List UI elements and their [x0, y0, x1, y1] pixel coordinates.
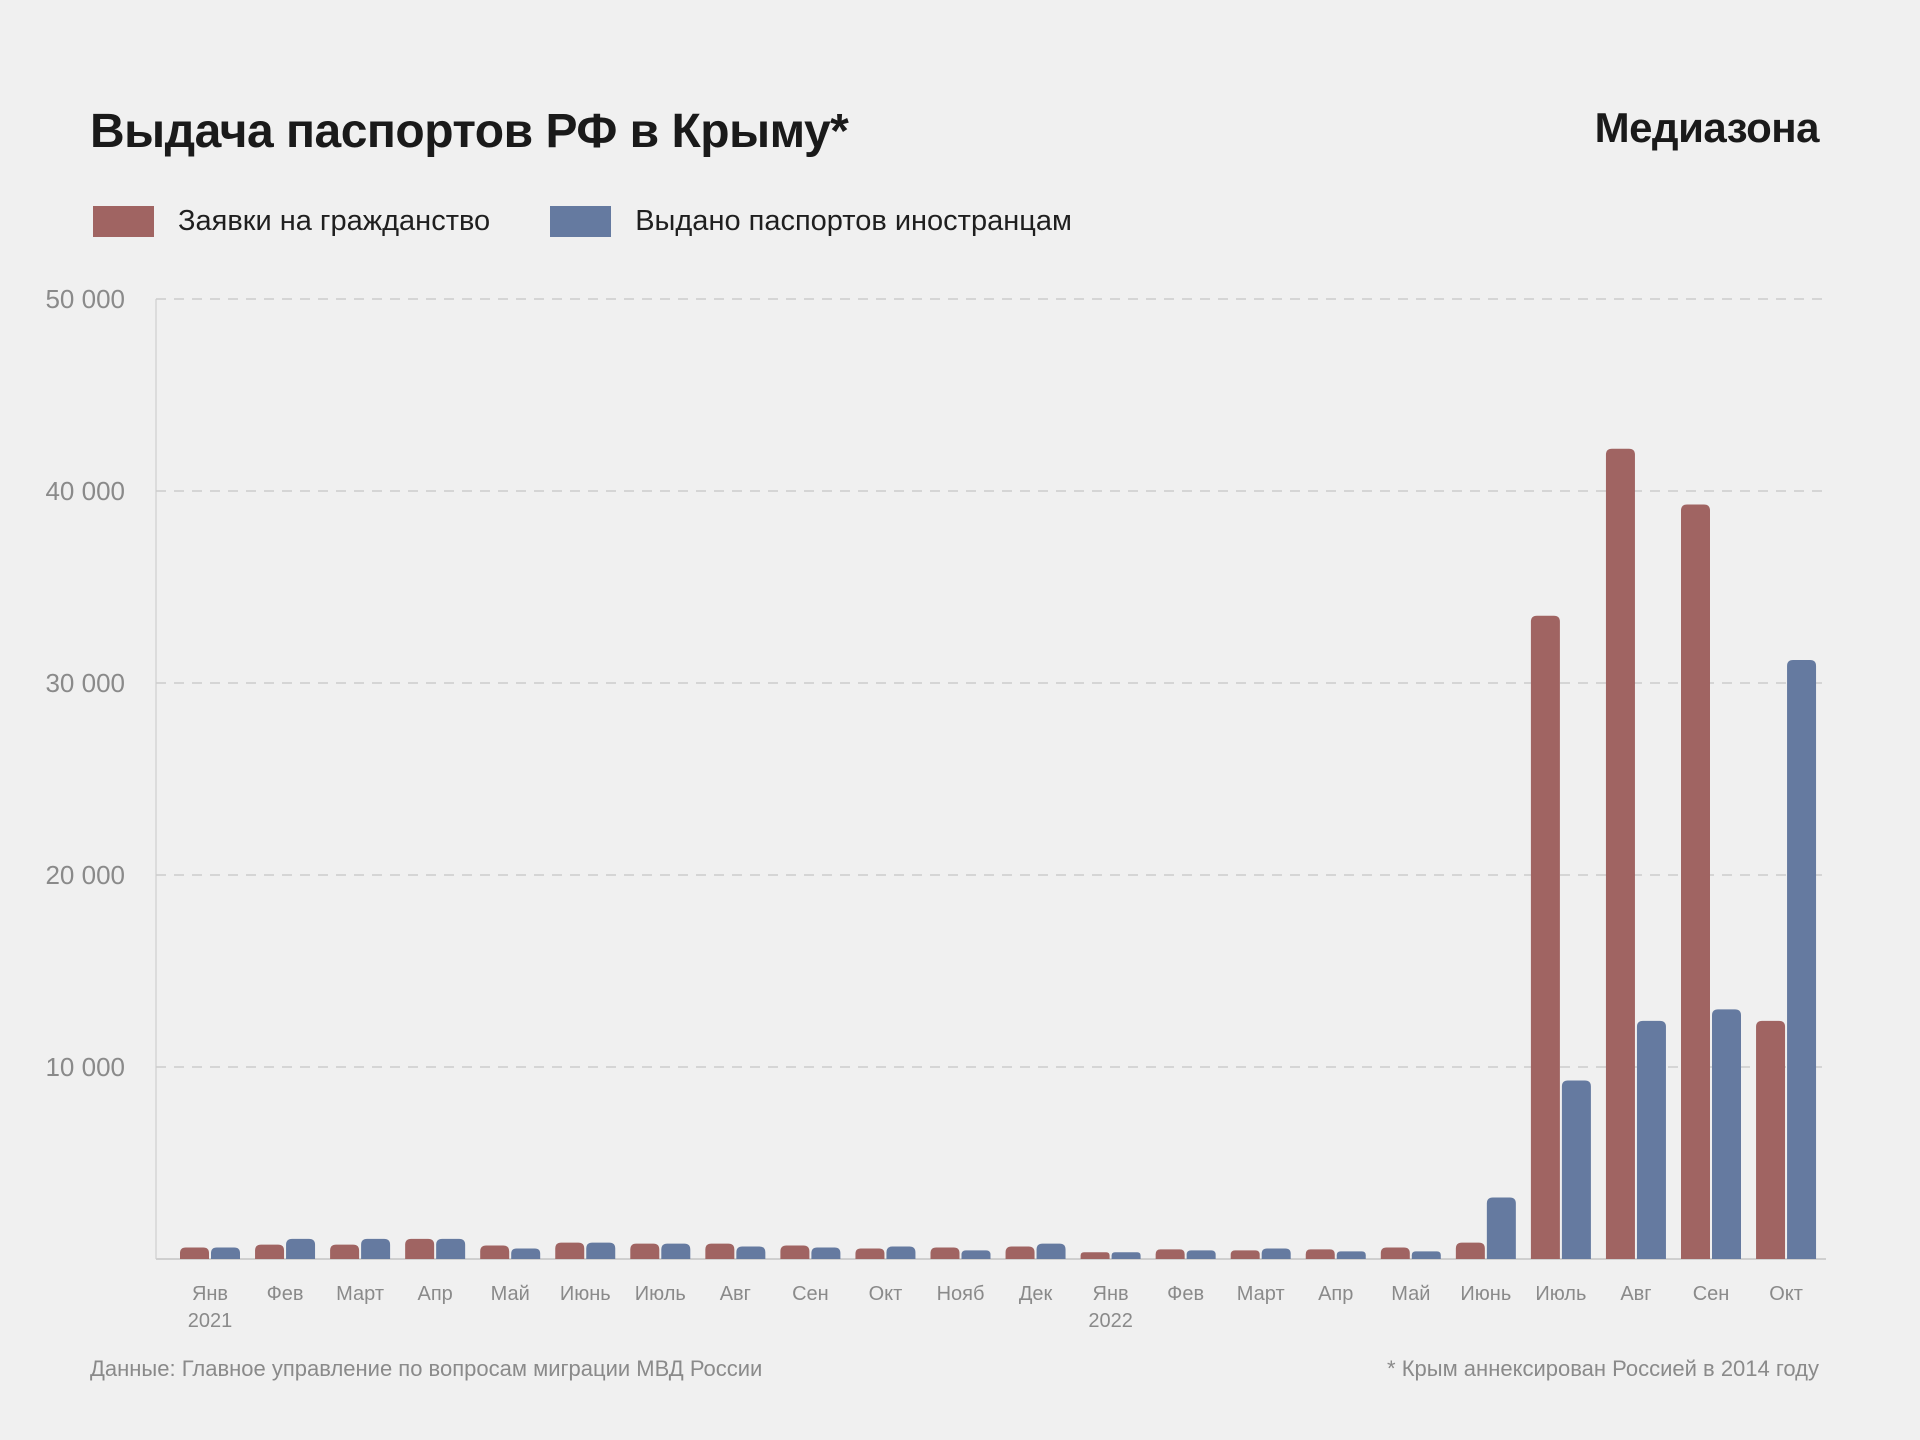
footnote: * Крым аннексирован Россией в 2014 году	[1387, 1356, 1819, 1381]
bar-passports	[1636, 1020, 1666, 1259]
bar-applications	[480, 1245, 510, 1259]
bar-applications	[1605, 448, 1635, 1259]
bar-passports	[886, 1246, 916, 1259]
bar-applications	[330, 1244, 360, 1259]
bar-passports	[1712, 1009, 1741, 1259]
bar-passports	[436, 1238, 466, 1259]
x-tick-label: Март	[336, 1283, 384, 1305]
x-tick-label: Окт	[869, 1283, 903, 1305]
legend-label-passports: Выдано паспортов иностранцам	[635, 205, 1072, 237]
bar-applications	[930, 1247, 960, 1259]
legend-item-passports: Выдано паспортов иностранцам	[550, 205, 1072, 238]
brand-logo: Медиазона	[1594, 104, 1820, 151]
bar-passports	[1411, 1251, 1441, 1259]
y-tick-label: 30 000	[45, 668, 125, 698]
x-tick-label: Янв	[192, 1283, 228, 1305]
x-year-label: 2022	[1088, 1310, 1133, 1332]
legend-label-applications: Заявки на гражданство	[178, 205, 491, 237]
bar-applications	[1230, 1250, 1260, 1259]
bar-applications	[855, 1248, 885, 1259]
chart-title: Выдача паспортов РФ в Крыму*	[90, 105, 849, 158]
legend-item-applications: Заявки на гражданство	[93, 205, 490, 238]
bar-applications	[1305, 1249, 1335, 1259]
bar-applications	[630, 1243, 660, 1259]
bar-applications	[405, 1238, 435, 1259]
bar-passports	[661, 1243, 691, 1259]
bar-passports	[286, 1238, 316, 1259]
bar-passports	[1261, 1248, 1291, 1259]
x-tick-label: Фев	[267, 1283, 304, 1305]
bar-passports	[1787, 659, 1817, 1259]
x-tick-label: Фев	[1167, 1283, 1204, 1305]
x-tick-label: Нояб	[937, 1283, 985, 1305]
x-tick-label: Июль	[635, 1283, 686, 1305]
bar-applications	[555, 1242, 585, 1259]
bar-passports	[1336, 1251, 1366, 1259]
bar-applications	[1380, 1247, 1410, 1259]
x-year-label: 2021	[188, 1310, 233, 1332]
bar-applications	[1530, 615, 1560, 1259]
x-tick-label: Дек	[1019, 1283, 1053, 1305]
x-tick-label: Апр	[418, 1283, 453, 1305]
legend: Заявки на гражданство Выдано паспортов и…	[93, 205, 1132, 238]
x-tick-label: Май	[491, 1283, 530, 1305]
bar-passports	[361, 1238, 391, 1259]
bar-applications	[705, 1243, 735, 1259]
x-tick-label: Сен	[792, 1283, 829, 1305]
bar-passports	[211, 1247, 240, 1259]
x-tick-label: Март	[1237, 1283, 1285, 1305]
bar-passports	[1111, 1252, 1141, 1259]
bar-passports	[811, 1247, 841, 1259]
bar-passports	[586, 1242, 616, 1259]
bar-applications	[1681, 504, 1710, 1259]
y-tick-label: 40 000	[45, 476, 125, 506]
y-tick-label: 50 000	[45, 284, 125, 314]
x-tick-label: Сен	[1693, 1283, 1730, 1305]
x-tick-label: Янв	[1093, 1283, 1129, 1305]
legend-swatch-passports	[550, 206, 612, 237]
x-tick-label: Июнь	[560, 1283, 611, 1305]
bar-applications	[255, 1244, 285, 1259]
bar-passports	[961, 1250, 991, 1259]
bar-applications	[1080, 1252, 1110, 1259]
x-tick-label: Авг	[720, 1283, 751, 1305]
bar-passports	[1486, 1197, 1516, 1259]
bar-passports	[1036, 1243, 1066, 1259]
bar-applications	[1005, 1246, 1035, 1259]
x-tick-label: Авг	[1620, 1283, 1651, 1305]
bar-applications	[1155, 1249, 1185, 1259]
source-note: Данные: Главное управление по вопросам м…	[90, 1356, 763, 1381]
legend-swatch-applications	[93, 206, 154, 237]
bar-passports	[1186, 1250, 1216, 1259]
y-tick-label: 10 000	[45, 1052, 125, 1082]
bar-applications	[1756, 1020, 1786, 1259]
bar-passports	[511, 1248, 541, 1259]
bar-applications	[1455, 1242, 1485, 1259]
bar-applications	[780, 1245, 810, 1259]
bar-passports	[736, 1246, 766, 1259]
y-tick-label: 20 000	[45, 860, 125, 890]
x-tick-label: Май	[1391, 1283, 1430, 1305]
bar-passports	[1561, 1080, 1591, 1259]
x-tick-label: Окт	[1769, 1283, 1803, 1305]
bar-applications	[180, 1247, 209, 1259]
x-tick-label: Июль	[1535, 1283, 1586, 1305]
x-tick-label: Июнь	[1460, 1283, 1511, 1305]
x-tick-label: Апр	[1318, 1283, 1353, 1305]
